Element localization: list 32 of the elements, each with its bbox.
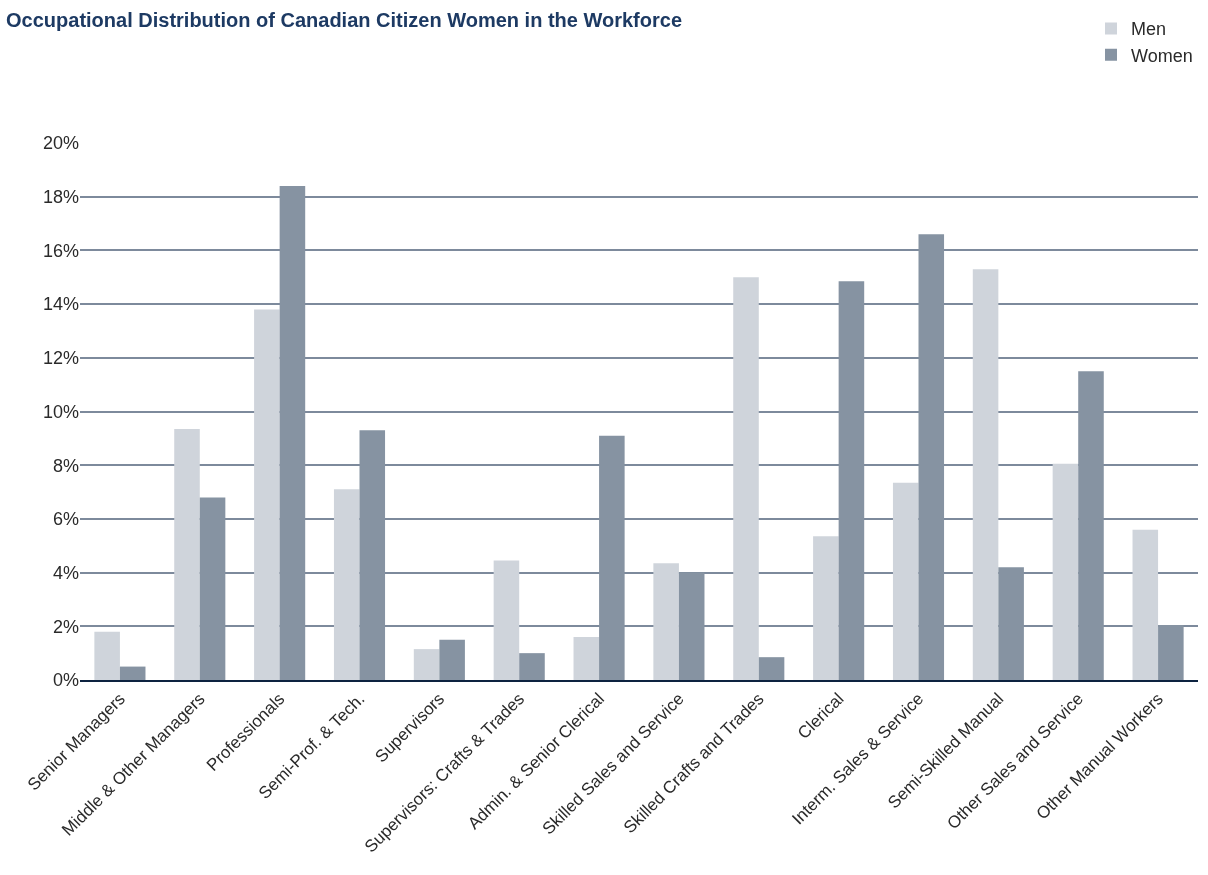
y-tick-label: 10% [42,401,79,422]
bar [519,653,545,680]
bar [758,657,785,680]
bar [119,666,146,680]
bar [493,560,520,680]
bar [972,269,999,680]
chart-title: Occupational Distribution of Canadian Citizen Women in the Workforce [6,9,683,32]
bar [892,482,919,680]
bar [653,563,679,680]
y-tick-label: 16% [42,240,79,261]
y-tick-label: 8% [52,455,79,476]
bar [733,277,759,680]
bar [413,649,440,680]
y-tick-label: 18% [42,187,79,207]
y-tick-label: 20% [42,133,79,154]
y-tick-label: 4% [52,562,79,583]
legend-label: Men [1131,19,1167,40]
y-tick-label: 2% [52,616,79,637]
y-tick-label: 6% [52,509,79,530]
bar [1052,463,1079,680]
legend-label: Women [1131,45,1193,66]
y-tick-label: 0% [52,670,79,691]
bar [573,637,600,680]
bar [1132,529,1159,680]
bar [813,536,839,680]
bar [254,309,280,680]
y-tick-label: 14% [42,294,79,315]
bar [174,428,200,680]
y-tick-label: 12% [42,348,79,369]
bar [94,631,120,680]
bar [439,639,465,680]
bar [333,489,360,680]
